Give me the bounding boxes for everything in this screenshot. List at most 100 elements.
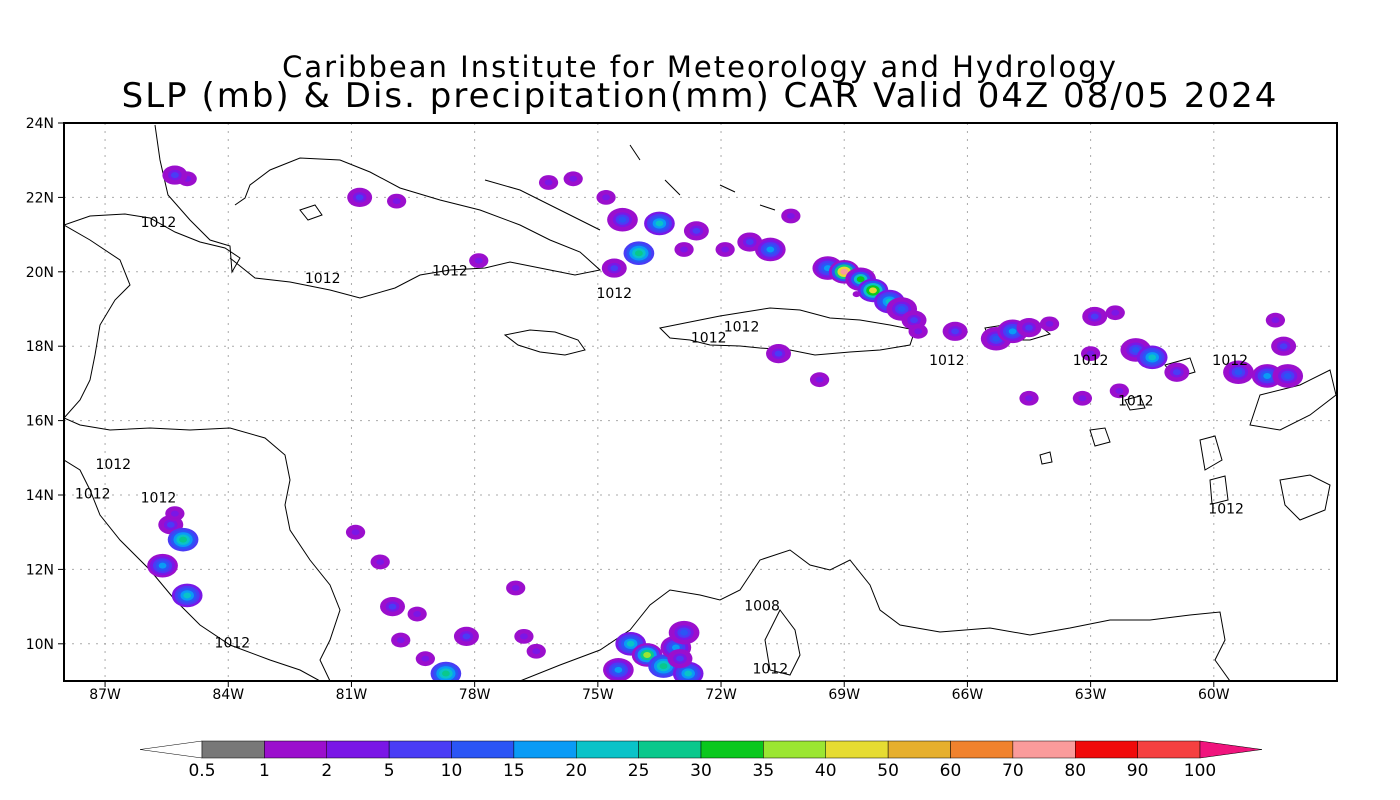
- precipitation-cells: [147, 165, 1304, 681]
- plot-frame: [63, 122, 1338, 682]
- colorbar-swatch: [576, 740, 639, 759]
- precip-cell: [170, 510, 179, 517]
- colorbar-label: 10: [441, 761, 463, 781]
- precip-cell: [840, 268, 849, 275]
- precip-cell: [462, 633, 471, 640]
- isobar-label: 1012: [1118, 394, 1154, 410]
- colorbar-label: 25: [628, 761, 650, 781]
- coastline-yucatan: [64, 124, 241, 419]
- colorbar-label: 70: [1002, 761, 1024, 781]
- precip-cell: [852, 291, 861, 298]
- colorbar-label: 100: [1184, 761, 1216, 781]
- y-tick-label: 16N: [26, 414, 54, 430]
- precip-cell: [676, 655, 684, 662]
- precip-cell: [1148, 354, 1157, 361]
- colorbar-label: 1: [259, 761, 270, 781]
- colorbar-label: 90: [1127, 761, 1149, 781]
- precip-cell: [355, 194, 364, 201]
- colorbar-swatch: [513, 740, 577, 759]
- title-line-2: SLP (mb) & Dis. precipitation(mm) CAR Va…: [121, 76, 1279, 116]
- x-tick-label: 78W: [459, 687, 491, 703]
- colorbar-swatch: [700, 740, 764, 759]
- colorbar-swatch: [763, 740, 826, 759]
- isobar-label: 1012: [141, 490, 177, 506]
- x-tick-label: 69W: [828, 687, 860, 703]
- precip-cell: [569, 175, 578, 182]
- precip-cell: [914, 328, 923, 335]
- colorbar-label: 0.5: [188, 761, 215, 781]
- x-tick-label: 66W: [952, 687, 984, 703]
- precip-cell: [635, 250, 643, 257]
- isobar-label: 1012: [432, 264, 468, 280]
- precip-cell: [544, 179, 553, 186]
- colorbar-swatch: [825, 740, 889, 759]
- colorbar-label: 50: [877, 761, 899, 781]
- precip-cell: [680, 629, 688, 636]
- precip-cell: [421, 655, 430, 662]
- precip-cell: [392, 198, 401, 205]
- precip-cell: [626, 640, 635, 647]
- colorbar-swatch: [139, 740, 203, 759]
- isobar-label: 1012: [305, 271, 341, 287]
- isobar-label: 1012: [1212, 353, 1248, 369]
- precip-cell: [602, 194, 610, 201]
- precip-cell: [671, 644, 680, 651]
- isobar-label: 1012: [929, 353, 965, 369]
- precip-cell: [1090, 313, 1099, 320]
- coastline-bahamas: [299, 144, 776, 231]
- precip-cell: [910, 317, 918, 324]
- colorbar-swatch: [201, 740, 265, 759]
- y-tick-label: 10N: [26, 637, 54, 653]
- precip-cell: [1263, 372, 1272, 379]
- colorbar-swatch: [326, 740, 390, 759]
- precip-cell: [170, 172, 179, 179]
- coastline-south-america: [519, 549, 1231, 681]
- precip-cell: [992, 335, 1001, 342]
- precip-cell: [745, 239, 754, 246]
- precip-cell: [1086, 350, 1095, 357]
- precip-cell: [1115, 387, 1124, 394]
- y-tick-label: 20N: [26, 265, 54, 281]
- colorbar-swatch: [264, 740, 327, 759]
- isobar-label: 1012: [596, 286, 632, 302]
- colorbar: 0.5 1 2 5 10 15 20 25 30 35 40 50 60 70 80 90 100: [139, 740, 1263, 781]
- colorbar-swatch: [638, 740, 702, 759]
- x-tick-label: 81W: [336, 687, 368, 703]
- colorbar-swatch: [950, 740, 1014, 759]
- isobar-label: 1012: [95, 457, 131, 473]
- isobar-label: 1012: [752, 662, 788, 678]
- y-tick-label: 24N: [26, 116, 54, 132]
- precip-cell: [158, 562, 167, 569]
- precip-cell: [183, 592, 192, 599]
- coastline-cuba: [229, 157, 602, 299]
- coastline-lake-maracaibo: [764, 609, 801, 676]
- precip-cell: [1131, 346, 1140, 353]
- precip-cell: [1271, 317, 1280, 324]
- precip-cell: [869, 287, 877, 294]
- x-tick-label: 72W: [705, 687, 737, 703]
- precip-cell: [684, 670, 693, 677]
- y-tick-label: 12N: [26, 562, 54, 578]
- precip-cell: [659, 663, 668, 670]
- precip-cell: [474, 257, 483, 264]
- precip-cell: [610, 265, 619, 272]
- coastline-lesser-antilles: [1039, 357, 1337, 521]
- precip-cell: [692, 227, 701, 234]
- precip-cell: [643, 651, 652, 658]
- precip-cell: [511, 585, 520, 591]
- colorbar-swatch: [1075, 740, 1138, 759]
- coastline-central-america: [64, 417, 341, 681]
- precip-cell: [1078, 395, 1087, 402]
- isobar-label: 1012: [1073, 353, 1109, 369]
- isobar-label: 1012: [215, 636, 251, 652]
- isobar-label: 1012: [691, 330, 727, 346]
- precip-cell: [1234, 369, 1243, 376]
- colorbar-swatch: [1012, 740, 1076, 759]
- precip-cell: [1279, 343, 1288, 350]
- colorbar-swatch: [451, 740, 515, 759]
- isobar-label: 1012: [724, 319, 760, 335]
- colorbar-label: 35: [753, 761, 775, 781]
- precip-cell: [856, 276, 865, 283]
- precip-cell: [1172, 369, 1181, 376]
